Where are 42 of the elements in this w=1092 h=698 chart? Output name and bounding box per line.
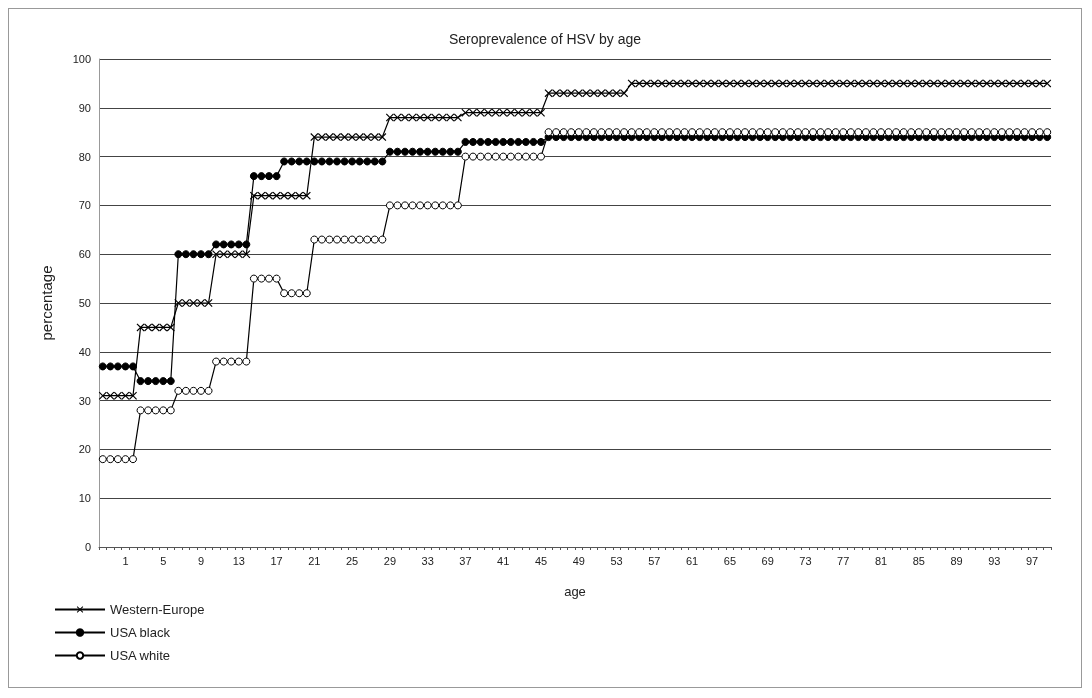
x-tick-label: 33 [421,554,434,567]
y-tick-label: 50 [78,297,91,309]
x-tick-label: 41 [497,554,510,567]
x-tick-label: 69 [761,554,774,567]
y-tick-label: 40 [78,345,91,358]
x-tick-label: 65 [723,554,737,567]
x-tick-label: 29 [383,554,397,567]
x-tick-label: 5 [160,554,167,567]
legend-label: USA black [110,625,171,640]
chart-title: Seroprevalence of HSV by age [448,31,642,47]
y-tick-label: 80 [78,150,91,163]
x-tick-label: 93 [988,554,1001,567]
y-tick-label: 10 [78,492,91,505]
x-axis-title: age [564,584,586,599]
y-tick-label: 20 [78,443,91,456]
y-tick-label: 70 [78,199,91,212]
x-tick-label: 77 [837,554,850,567]
x-tick-label: 85 [912,554,925,567]
y-tick-label: 90 [78,101,91,114]
legend-label: USA white [110,648,170,663]
y-tick-label: 30 [78,394,91,407]
x-tick-label: 53 [610,554,623,567]
x-tick-label: 17 [270,554,283,567]
x-tick-label: 81 [874,554,888,567]
x-tick-label: 97 [1025,554,1039,567]
y-tick-label: 0 [84,541,91,553]
x-tick-label: 89 [950,554,963,567]
y-tick-label: 100 [72,53,91,65]
x-tick-label: 25 [345,554,359,567]
x-tick-label: 1 [122,554,129,567]
legend-label: Western-Europe [110,602,205,617]
y-axis-title: percentage [38,265,55,341]
x-tick-label: 37 [459,554,472,567]
x-tick-label: 21 [308,554,321,567]
x-tick-label: 73 [799,554,812,567]
y-tick-label: 60 [78,248,91,261]
x-tick-label: 45 [534,554,548,567]
x-tick-label: 57 [648,554,661,567]
x-tick-label: 61 [685,554,699,567]
x-tick-label: 49 [572,554,585,567]
x-tick-label: 9 [197,554,205,567]
x-tick-label: 13 [232,554,245,567]
